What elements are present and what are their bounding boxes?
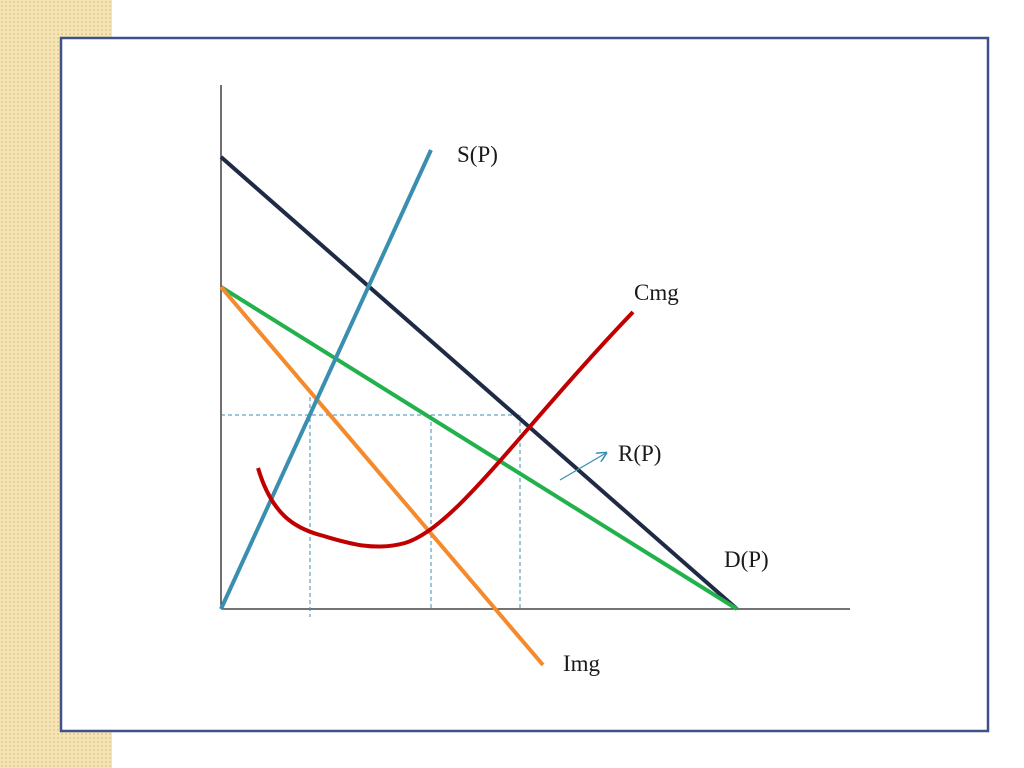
revenue-label: R(P) bbox=[618, 441, 661, 466]
revenue-line bbox=[219, 285, 739, 611]
demand-line bbox=[219, 155, 739, 611]
frame bbox=[59, 36, 990, 733]
supply-line bbox=[219, 149, 433, 610]
demand-label: D(P) bbox=[724, 547, 769, 572]
guides bbox=[221, 397, 521, 617]
marginal-cost-curve bbox=[256, 310, 635, 549]
supply-label: S(P) bbox=[457, 142, 498, 167]
marginal-revenue-label: Img bbox=[563, 651, 601, 676]
marginal-cost-label: Cmg bbox=[634, 280, 679, 305]
shift-arrow bbox=[559, 453, 606, 481]
marginal-revenue-line bbox=[219, 285, 545, 667]
